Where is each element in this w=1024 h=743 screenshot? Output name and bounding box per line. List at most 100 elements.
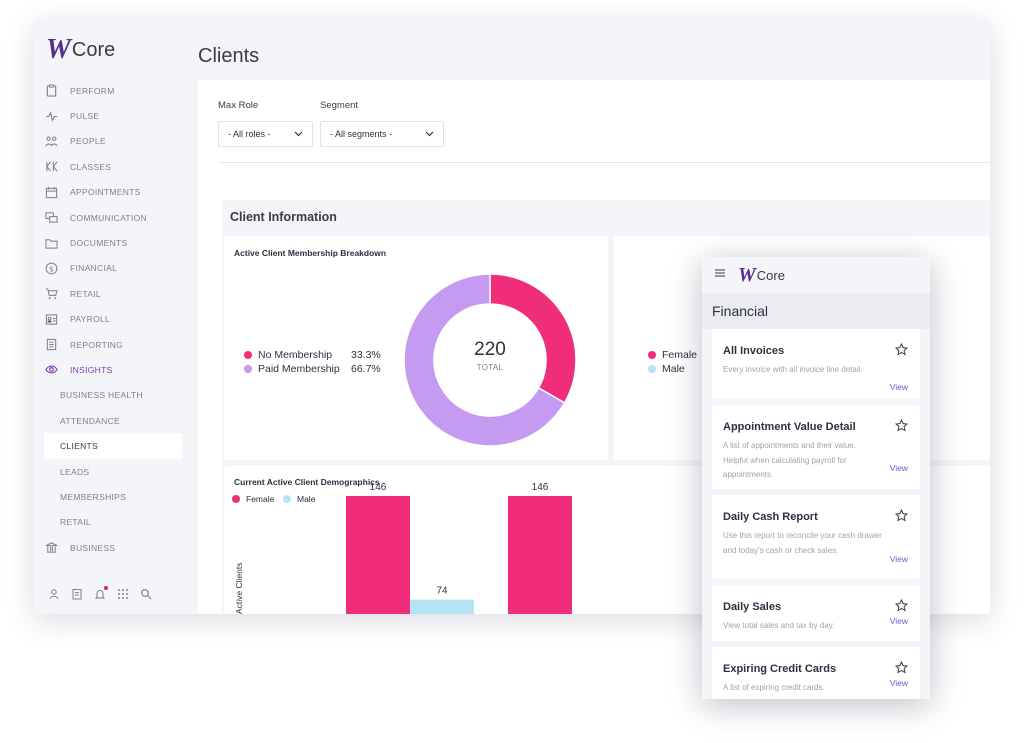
hamburger-menu-icon[interactable] (714, 266, 726, 284)
view-link[interactable]: View (889, 463, 908, 473)
logo-text: Core (71, 38, 116, 61)
report-description: A list of expiring credit cards. (723, 683, 825, 692)
legend-item-male: Male (648, 363, 685, 375)
report-description: Every invoice with all invoice line deta… (723, 365, 863, 374)
star-icon[interactable] (895, 509, 908, 522)
sidebar-item-label: DOCUMENTS (70, 238, 128, 249)
clipboard-icon[interactable] (71, 588, 83, 600)
max-role-select[interactable]: - All roles - (218, 121, 313, 147)
logo-mark: W (738, 263, 756, 286)
sidebar-item-reporting[interactable]: REPORTING (44, 332, 198, 357)
legend-item-female: Female (232, 494, 274, 504)
notification-badge (104, 586, 108, 590)
sidebar-item-financial[interactable]: $ FINANCIAL (44, 256, 198, 281)
star-icon[interactable] (895, 343, 908, 356)
report-card-appointment-value-detail[interactable]: Appointment Value Detail A list of appoi… (712, 405, 920, 489)
svg-text:$: $ (49, 264, 54, 273)
pulse-icon (44, 109, 58, 123)
search-icon[interactable] (140, 588, 152, 600)
sidebar-item-insights[interactable]: INSIGHTS (44, 357, 198, 382)
logo-text: Core (756, 267, 785, 283)
star-icon[interactable] (895, 661, 908, 674)
legend-label: Female (246, 494, 275, 504)
bank-icon (44, 541, 58, 555)
legend-item-female: Female (648, 349, 697, 361)
dollar-icon: $ (44, 261, 58, 275)
sidebar-item-business[interactable]: BUSINESS (44, 535, 198, 560)
segment-filter: Segment - All segments - (320, 100, 444, 147)
divider (218, 162, 990, 163)
sidebar: W Core PERFORM PULSE PEOPLE CLASSES (34, 20, 198, 614)
star-icon[interactable] (895, 599, 908, 612)
star-icon[interactable] (895, 419, 908, 432)
legend-percent: 66.7% (351, 363, 381, 375)
legend-item-male: Male (283, 494, 315, 504)
sidebar-item-label: PULSE (70, 111, 100, 122)
legend-swatch (244, 365, 252, 373)
report-title: Daily Cash Report (723, 511, 818, 523)
legend-swatch (648, 351, 656, 359)
chevron-down-icon (425, 129, 434, 140)
people-icon (44, 134, 58, 148)
mobile-app-preview: W Core Financial All Invoices Every invo… (702, 257, 930, 699)
y-axis-label: Active Clients (234, 563, 244, 615)
donut-slice-no-membership[interactable] (489, 273, 577, 404)
segment-value: - All segments - (330, 129, 393, 139)
card-title: Active Client Membership Breakdown (234, 248, 387, 258)
cart-icon (44, 287, 58, 301)
sidebar-item-label: PERFORM (70, 85, 115, 96)
user-icon[interactable] (48, 588, 60, 600)
sidebar-sub-leads[interactable]: LEADS (60, 466, 90, 477)
segment-select[interactable]: - All segments - (320, 121, 444, 147)
legend-label: Male (297, 494, 316, 504)
sidebar-sub-clients[interactable]: CLIENTS (44, 433, 182, 459)
report-card-daily-sales[interactable]: Daily Sales View total sales and tax by … (712, 585, 920, 641)
max-role-label: Max Role (218, 100, 259, 111)
sidebar-item-documents[interactable]: DOCUMENTS (44, 230, 198, 255)
logo[interactable]: W Core (46, 34, 115, 66)
legend-percent: 33.3% (351, 349, 381, 361)
bar-value-label: 146 (370, 482, 387, 493)
donut-total-value: 220 (474, 339, 506, 360)
bar-female-0[interactable] (346, 496, 410, 614)
sidebar-nav: PERFORM PULSE PEOPLE CLASSES APPOINTMENT… (44, 78, 198, 560)
sidebar-item-people[interactable]: PEOPLE (44, 129, 198, 154)
donut-total-label: TOTAL (476, 363, 504, 372)
view-link[interactable]: View (889, 554, 908, 564)
report-list: All Invoices Every invoice with all invo… (712, 329, 920, 699)
folder-icon (44, 236, 58, 250)
sidebar-item-label: RETAIL (70, 288, 101, 299)
report-card-daily-cash-report[interactable]: Daily Cash Report Use this report to rec… (712, 495, 920, 579)
report-description: Use this report to reconcile your cash d… (723, 531, 882, 555)
bar-male-1[interactable] (410, 599, 474, 614)
sidebar-sub-memberships[interactable]: MEMBERSHIPS (60, 491, 127, 502)
donut-slice-paid-membership[interactable] (403, 273, 566, 447)
sidebar-item-classes[interactable]: CLASSES (44, 154, 198, 179)
report-card-all-invoices[interactable]: All Invoices Every invoice with all invo… (712, 329, 920, 399)
legend-swatch (232, 495, 240, 503)
sidebar-sub-business-health[interactable]: BUSINESS HEALTH (60, 390, 143, 401)
apps-grid-icon[interactable] (117, 588, 129, 600)
sidebar-item-retail[interactable]: RETAIL (44, 281, 198, 306)
sidebar-item-payroll[interactable]: PAYROLL (44, 307, 198, 332)
view-link[interactable]: View (889, 616, 908, 626)
view-link[interactable]: View (889, 382, 908, 392)
sidebar-item-label: COMMUNICATION (70, 212, 147, 223)
page-title: Clients (198, 45, 260, 67)
sidebar-sub-retail[interactable]: RETAIL (60, 517, 91, 528)
sidebar-item-perform[interactable]: PERFORM (44, 78, 198, 103)
report-card-expiring-credit-cards[interactable]: Expiring Credit Cards A list of expiring… (712, 647, 920, 699)
bar-female-2[interactable] (508, 496, 572, 614)
sidebar-item-pulse[interactable]: PULSE (44, 103, 198, 128)
sidebar-item-appointments[interactable]: APPOINTMENTS (44, 180, 198, 205)
sidebar-item-label: FINANCIAL (70, 263, 118, 274)
sidebar-item-communication[interactable]: COMMUNICATION (44, 205, 198, 230)
classes-icon (44, 160, 58, 174)
sidebar-sub-attendance[interactable]: ATTENDANCE (60, 415, 120, 426)
segment-label: Segment (320, 100, 359, 111)
view-link[interactable]: View (889, 678, 908, 688)
bell-icon[interactable] (94, 586, 108, 600)
legend-item-no-membership: No Membership (244, 349, 332, 361)
report-title: Appointment Value Detail (723, 421, 856, 433)
section-title: Client Information (230, 210, 337, 224)
